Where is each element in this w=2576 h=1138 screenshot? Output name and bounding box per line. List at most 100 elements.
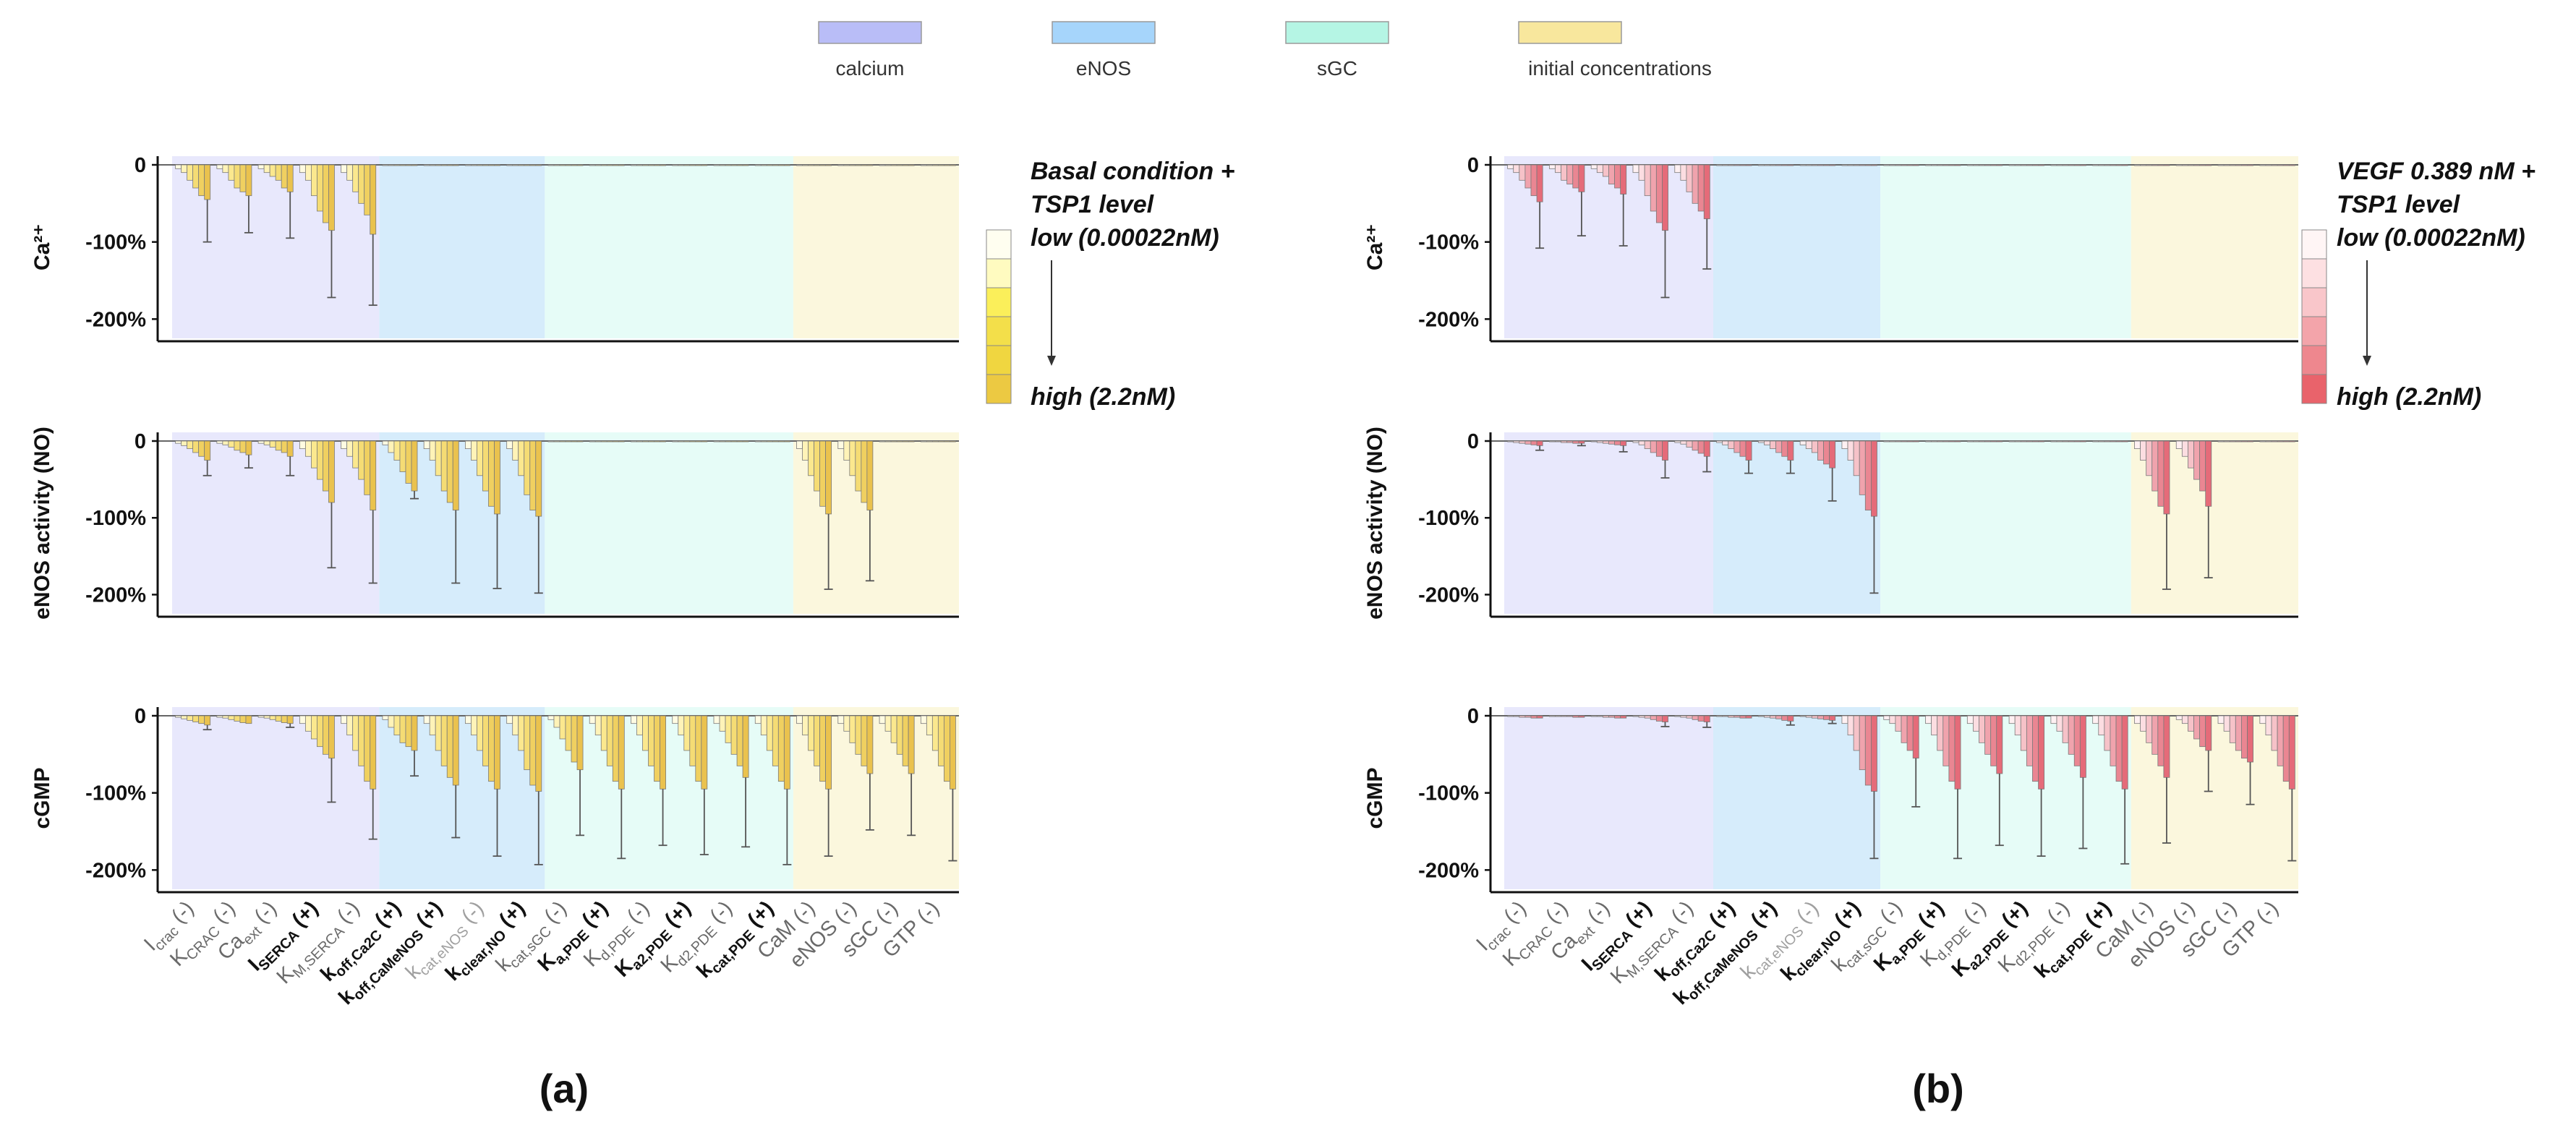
chart-b: 0 -100% -200% Ca²⁺ 0 -100% -200% eNOS activity … xyxy=(1363,154,2536,1111)
bar xyxy=(1906,440,1914,442)
y-tick-label: 0 xyxy=(135,705,146,728)
bar xyxy=(1507,164,1514,169)
bar xyxy=(1728,440,1735,450)
legend-label-1: eNOS xyxy=(1076,57,1131,80)
bar xyxy=(1823,715,1830,720)
bar xyxy=(506,440,513,450)
bar xyxy=(446,440,453,503)
bar xyxy=(2181,440,2188,457)
bar xyxy=(328,164,335,231)
bar xyxy=(1590,164,1598,169)
bar xyxy=(465,715,472,724)
bar xyxy=(672,440,679,442)
bar xyxy=(654,715,660,782)
group-band-eNOS xyxy=(1713,156,1881,338)
bar xyxy=(2079,440,2086,442)
bar xyxy=(2175,164,2183,166)
colorbar-step xyxy=(986,374,1012,404)
bar xyxy=(719,164,726,166)
bar xyxy=(814,164,820,166)
bar xyxy=(683,164,691,166)
bar xyxy=(234,164,241,189)
bar xyxy=(435,164,442,166)
bar xyxy=(358,440,365,480)
bar xyxy=(612,164,619,166)
bar xyxy=(1602,440,1609,444)
bar xyxy=(2068,715,2075,755)
bar xyxy=(1883,440,1890,442)
bar xyxy=(559,440,566,442)
bar xyxy=(2092,715,2099,724)
bar xyxy=(2062,164,2069,166)
bar xyxy=(2140,164,2147,166)
bar xyxy=(1817,440,1824,461)
bar xyxy=(393,440,401,461)
bar xyxy=(1805,715,1812,718)
bar xyxy=(228,715,235,720)
bar xyxy=(328,715,335,759)
bar xyxy=(642,164,649,166)
bar xyxy=(423,440,430,450)
bar xyxy=(1680,164,1687,181)
y-tick-label: -200% xyxy=(85,308,146,331)
bar xyxy=(222,440,229,445)
bar xyxy=(713,164,720,166)
bar xyxy=(814,440,820,492)
bar xyxy=(742,715,749,778)
bar xyxy=(1524,440,1532,445)
bar xyxy=(1674,164,1681,174)
bar xyxy=(222,715,229,719)
bar xyxy=(825,164,832,166)
bar xyxy=(600,715,607,751)
bar xyxy=(1931,715,1938,736)
bar xyxy=(1829,715,1836,721)
bar xyxy=(429,715,436,736)
bar xyxy=(1686,440,1693,448)
bar xyxy=(2140,715,2147,732)
bar xyxy=(2271,715,2278,751)
bar xyxy=(600,164,607,166)
colorbar-step xyxy=(986,345,1012,375)
bar xyxy=(388,164,395,166)
bar xyxy=(2247,440,2253,442)
panel-label: (a) xyxy=(539,1066,589,1111)
bar xyxy=(837,164,845,166)
bar xyxy=(1996,440,2003,442)
bar xyxy=(1883,715,1890,720)
bar xyxy=(269,440,276,448)
bar xyxy=(926,715,933,736)
bar xyxy=(642,715,649,751)
bar xyxy=(2151,715,2159,755)
bar xyxy=(452,164,459,166)
bar xyxy=(1829,164,1836,166)
colorbar-step xyxy=(986,287,1012,317)
bar xyxy=(1662,164,1668,231)
bar xyxy=(1859,164,1866,166)
bar xyxy=(754,164,762,166)
bar xyxy=(2115,715,2123,782)
bar xyxy=(446,715,453,778)
bar xyxy=(2008,440,2016,442)
bar xyxy=(234,715,241,722)
bar xyxy=(1519,715,1526,718)
bar xyxy=(2038,715,2045,790)
bar xyxy=(2032,164,2039,166)
bar xyxy=(855,440,862,492)
bar xyxy=(535,440,542,517)
bar xyxy=(2217,164,2225,166)
bar xyxy=(937,164,944,166)
bar xyxy=(884,715,892,732)
bar xyxy=(323,164,329,223)
bar xyxy=(311,440,317,469)
bar xyxy=(631,440,637,442)
bar xyxy=(1638,440,1645,445)
bar xyxy=(1608,164,1615,185)
bar xyxy=(2050,440,2057,442)
bar xyxy=(1829,440,1836,469)
bar xyxy=(594,715,602,736)
bar xyxy=(477,164,483,166)
bar xyxy=(2056,715,2063,732)
bar xyxy=(2163,164,2170,166)
colorbar-step xyxy=(986,229,1012,260)
y-axis-title: Ca²⁺ xyxy=(30,224,54,270)
